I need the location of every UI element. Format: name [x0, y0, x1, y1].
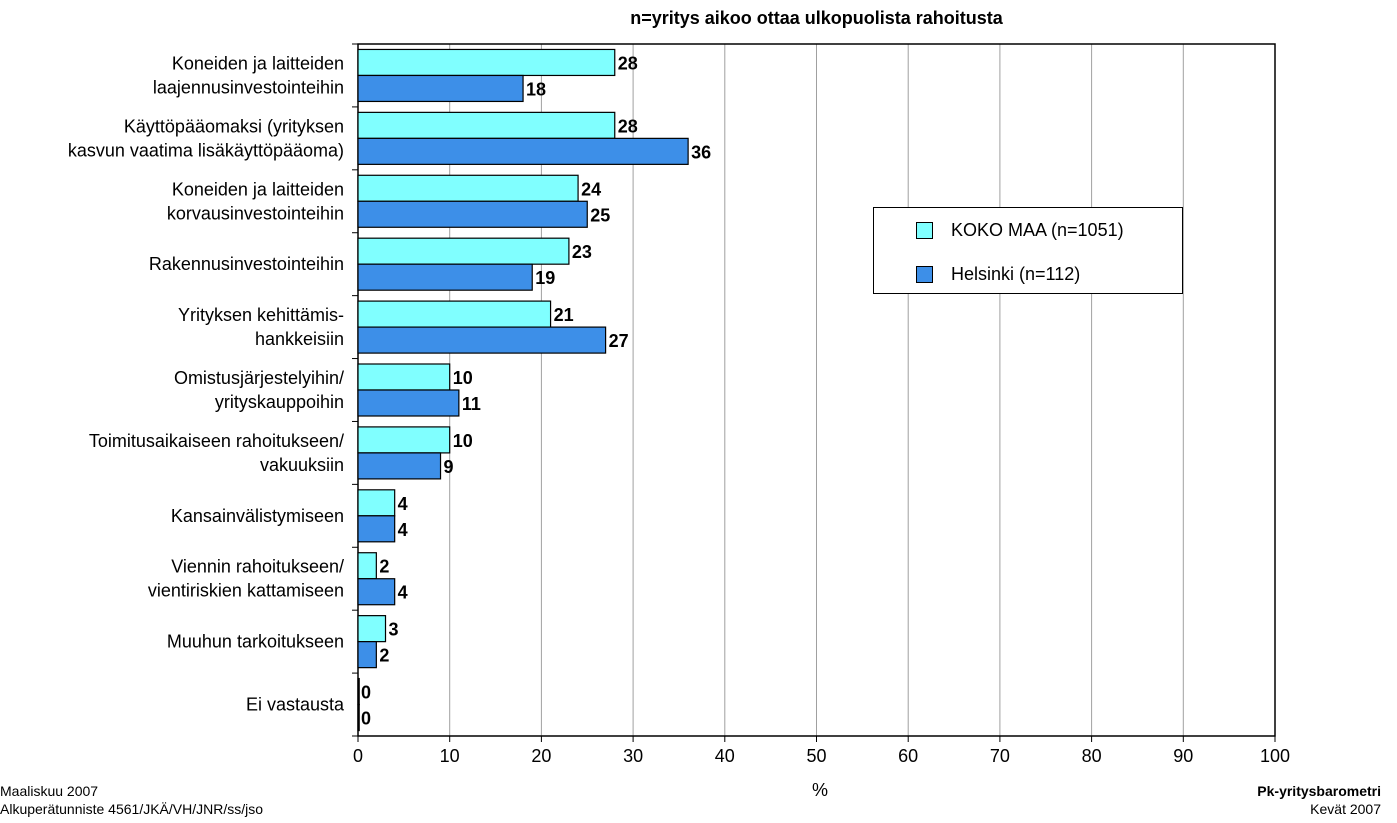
value-label-koko-maa-9: 3 [389, 620, 399, 640]
category-label-4-1: hankkeisiin [255, 329, 344, 349]
value-label-helsinki-4: 27 [609, 331, 629, 351]
value-label-koko-maa-4: 21 [554, 305, 574, 325]
bar-koko-maa-5 [357, 363, 451, 391]
legend-swatch-helsinki [916, 266, 933, 283]
x-tick-label-8: 80 [1082, 746, 1102, 766]
value-label-helsinki-3: 19 [535, 268, 555, 288]
bar-helsinki-9 [357, 641, 377, 669]
footer-reference: Alkuperätunniste 4561/JKÄ/VH/JNR/ss/jso [0, 801, 264, 817]
bar-helsinki-0 [357, 74, 524, 103]
value-label-helsinki-9: 2 [379, 646, 389, 666]
legend-item-koko-maa: KOKO MAA (n=1051) [916, 220, 1124, 241]
category-label-0-0: Koneiden ja laitteiden [172, 53, 344, 73]
bar-koko-maa-10 [357, 677, 360, 706]
category-label-6-1: vakuuksiin [260, 455, 344, 475]
bar-koko-maa-0 [357, 48, 616, 77]
x-tick-label-4: 40 [715, 746, 735, 766]
footer-left: Maaliskuu 2007 Alkuperätunniste 4561/JKÄ… [0, 782, 263, 818]
value-label-koko-maa-8: 2 [379, 557, 389, 577]
x-tick-label-10: 100 [1260, 746, 1290, 766]
bar-helsinki-2 [357, 200, 588, 228]
x-tick-label-9: 90 [1173, 746, 1193, 766]
value-label-koko-maa-10: 0 [361, 683, 371, 703]
bar-koko-maa-2 [357, 174, 579, 202]
bar-helsinki-7 [357, 515, 396, 543]
value-label-koko-maa-5: 10 [453, 368, 473, 388]
bar-koko-maa-6 [357, 426, 451, 454]
value-label-helsinki-0: 18 [526, 79, 546, 99]
chart-subtitle: n=yritys aikoo ottaa ulkopuolista rahoit… [630, 8, 1003, 28]
category-label-1-1: kasvun vaatima lisäkäyttöpääoma) [68, 140, 344, 160]
footer-right: Pk-yritysbarometri Kevät 2007 [1257, 782, 1381, 818]
category-label-2-0: Koneiden ja laitteiden [172, 179, 344, 199]
legend-label-helsinki: Helsinki (n=112) [951, 264, 1081, 284]
legend-label-koko-maa: KOKO MAA (n=1051) [951, 220, 1124, 240]
footer-season: Kevät 2007 [1310, 801, 1381, 817]
bar-koko-maa-8 [357, 552, 377, 580]
value-label-koko-maa-7: 4 [398, 494, 408, 514]
value-label-koko-maa-0: 28 [618, 53, 638, 73]
category-label-1-0: Käyttöpääomaksi (yrityksen [124, 116, 344, 136]
bar-helsinki-6 [357, 452, 442, 480]
category-label-8-1: vientiriskien kattamiseen [148, 581, 344, 601]
bar-helsinki-10 [357, 703, 360, 732]
x-tick-label-7: 70 [990, 746, 1010, 766]
bar-helsinki-8 [357, 578, 396, 606]
category-label-2-1: korvausinvestointeihin [167, 203, 344, 223]
x-tick-label-2: 20 [531, 746, 551, 766]
value-label-helsinki-8: 4 [398, 583, 408, 603]
value-label-helsinki-10: 0 [361, 709, 371, 729]
bar-koko-maa-7 [357, 489, 396, 517]
category-label-10-0: Ei vastausta [246, 695, 345, 715]
value-label-koko-maa-6: 10 [453, 431, 473, 451]
value-label-helsinki-1: 36 [691, 142, 711, 162]
value-label-helsinki-6: 9 [444, 457, 454, 477]
value-label-helsinki-7: 4 [398, 520, 408, 540]
legend-item-helsinki: Helsinki (n=112) [916, 264, 1080, 285]
category-label-4-0: Yrityksen kehittämis- [178, 305, 344, 325]
bar-helsinki-5 [357, 389, 460, 417]
bar-koko-maa-1 [357, 111, 616, 139]
legend: KOKO MAA (n=1051) Helsinki (n=112) [873, 207, 1183, 294]
category-label-0-1: laajennusinvestointeihin [153, 77, 344, 97]
x-tick-label-6: 60 [898, 746, 918, 766]
category-label-3-0: Rakennusinvestointeihin [149, 254, 344, 274]
bar-koko-maa-3 [357, 237, 570, 265]
bar-koko-maa-9 [357, 615, 387, 643]
category-label-7-0: Kansainvälistymiseen [171, 506, 344, 526]
value-label-helsinki-2: 25 [590, 205, 610, 225]
category-label-8-0: Viennin rahoitukseen/ [171, 557, 344, 577]
category-label-5-0: Omistusjärjestelyihin/ [174, 368, 344, 388]
bar-helsinki-4 [357, 326, 607, 354]
x-tick-label-0: 0 [353, 746, 363, 766]
footer-publication: Pk-yritysbarometri [1257, 783, 1381, 799]
footer-date: Maaliskuu 2007 [0, 783, 99, 799]
legend-swatch-koko-maa [916, 222, 933, 239]
category-label-6-0: Toimitusaikaiseen rahoitukseen/ [89, 431, 344, 451]
category-label-5-1: yrityskauppoihin [215, 392, 344, 412]
value-label-helsinki-5: 11 [462, 394, 481, 414]
x-tick-label-5: 50 [806, 746, 826, 766]
bar-koko-maa-4 [357, 300, 552, 328]
bar-helsinki-1 [357, 137, 689, 165]
x-axis-label: % [811, 780, 828, 800]
category-label-9-0: Muuhun tarkoitukseen [167, 632, 344, 652]
value-label-koko-maa-2: 24 [581, 179, 601, 199]
value-label-koko-maa-3: 23 [572, 242, 592, 262]
bar-helsinki-3 [357, 263, 533, 291]
x-tick-label-1: 10 [440, 746, 460, 766]
x-tick-label-3: 30 [623, 746, 643, 766]
value-label-koko-maa-1: 28 [618, 116, 638, 136]
